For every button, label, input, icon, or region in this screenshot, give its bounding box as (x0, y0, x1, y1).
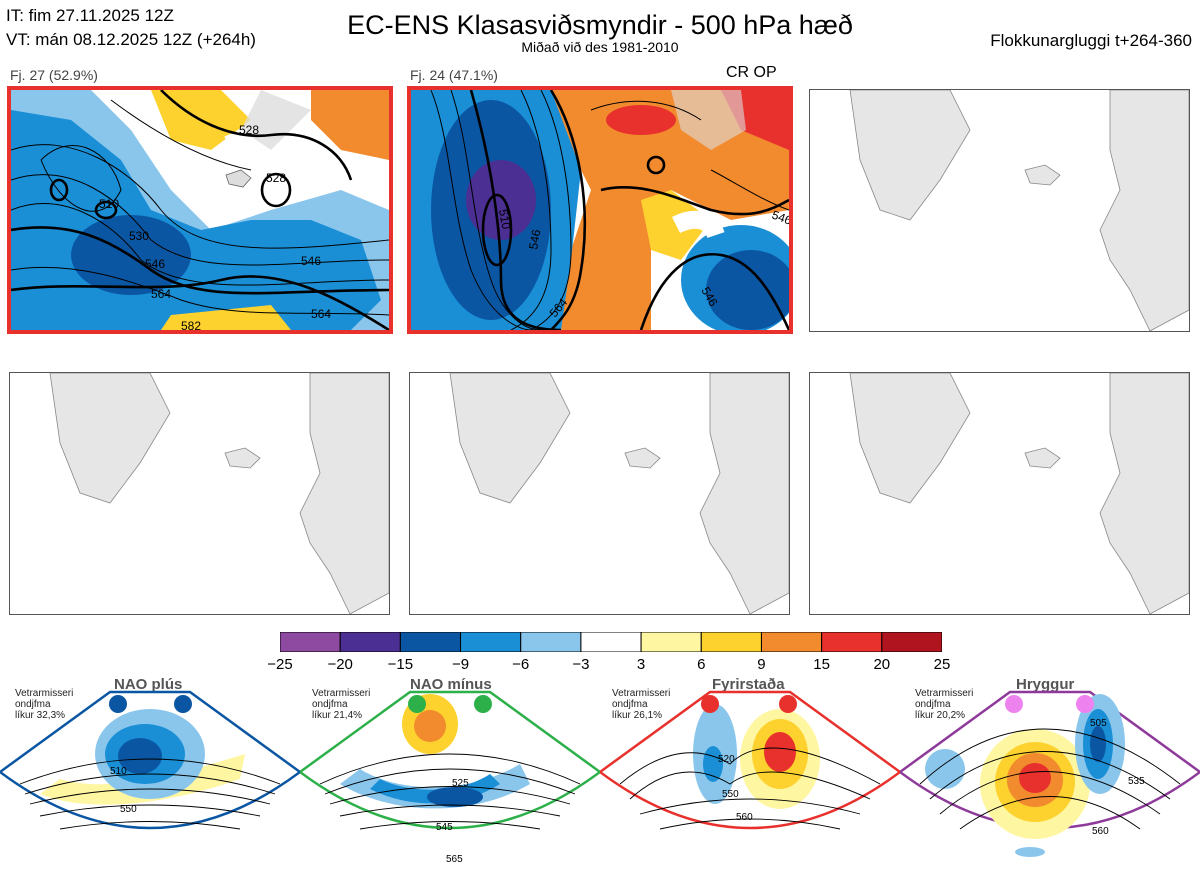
regime-note-line: Vetrarmisseri (312, 688, 371, 699)
regime-sketch-nao-plus: 510 550 (0, 690, 300, 830)
contour-label: 582 (181, 319, 201, 330)
regime-sketch-nao-minus: 525 545 565 (300, 690, 600, 865)
cluster-map-2-field: 510 546 546 564 546 (411, 90, 789, 330)
regime-note-line: Vetrarmisseri (612, 688, 671, 699)
colorbar-swatch (760, 631, 823, 653)
empty-map-3 (849, 90, 1189, 331)
colorbar (279, 631, 943, 653)
regime-note-ridge: Vetrarmisseri ondjfma líkur 20,2% (915, 688, 973, 721)
regime-contour-label: 545 (436, 822, 453, 833)
colorbar-swatch (460, 631, 522, 653)
regime-note-line: ondjfma (915, 699, 951, 710)
regime-note-line: ondjfma (612, 699, 648, 710)
classification-window: Flokkunargluggi t+264-360 (990, 31, 1192, 50)
contour-label: 530 (129, 229, 149, 243)
colorbar-swatch (580, 631, 642, 653)
regime-sketch-ridge: 505 535 560 (900, 690, 1200, 857)
contour-label: 546 (301, 254, 321, 268)
colorbar-swatch (399, 631, 462, 653)
contour-label: 510 (99, 197, 119, 211)
colorbar-tick-label: −20 (327, 656, 353, 673)
regime-note-line: ondjfma (15, 699, 51, 710)
regime-contour-label: 510 (110, 766, 127, 777)
contour-label: 528 (239, 123, 259, 137)
colorbar-tick-label: −15 (387, 656, 414, 673)
panel-2-label: Fj. 24 (47.1%) (410, 67, 498, 83)
colorbar-tick-label: 9 (757, 656, 766, 673)
empty-map-5 (449, 373, 789, 614)
regime-contour-label: 535 (1128, 776, 1145, 787)
colorbar-tick-label: −6 (512, 656, 530, 673)
page-subtitle: Miðað við des 1981-2010 (521, 39, 679, 55)
colorbar-tick-label: −3 (572, 656, 590, 673)
regime-row: Vetrarmisseri ondjfma líkur 32,3% NAO pl… (0, 676, 1200, 871)
regime-contour-label: 560 (1092, 826, 1109, 837)
contour-label: 528 (266, 171, 286, 185)
valid-time: VT: mán 08.12.2025 12Z (+264h) (6, 30, 256, 49)
cluster-map-1-field: 528 528 510 530 546 546 564 564 582 (11, 90, 389, 330)
regime-note-line: líkur 32,3% (15, 710, 66, 721)
regime-note-line: Vetrarmisseri (915, 688, 974, 699)
regime-name-blocking: Fyrirstaða (712, 676, 785, 693)
regime-sketch-blocking: 520 550 560 (600, 690, 900, 830)
cluster-map-6[interactable] (809, 372, 1190, 615)
colorbar-swatches (279, 631, 943, 653)
issue-time: IT: fim 27.11.2025 12Z (6, 6, 174, 25)
colorbar-swatch (279, 631, 341, 653)
regime-note-blocking: Vetrarmisseri ondjfma líkur 26,1% (612, 688, 670, 721)
colorbar-swatch (881, 631, 943, 653)
colorbar-swatch (339, 631, 401, 653)
empty-map-6 (849, 373, 1189, 614)
contour-label: 564 (151, 287, 171, 301)
regime-name-nao-plus: NAO plús (114, 676, 183, 693)
colorbar-tick-label: 15 (813, 656, 830, 673)
cluster-map-5[interactable] (409, 372, 790, 615)
contour-label: 546 (526, 228, 543, 250)
contour-label: 564 (311, 307, 331, 321)
regime-contour-label: 550 (722, 789, 739, 800)
cluster-map-2[interactable]: 510 546 546 564 546 (407, 86, 793, 334)
contour-label: 546 (145, 257, 165, 271)
regime-name-nao-minus: NAO mínus (410, 676, 492, 693)
contour-label: 510 (496, 208, 513, 230)
colorbar-swatch (700, 631, 762, 653)
regime-note-line: líkur 26,1% (612, 710, 663, 721)
colorbar-swatch (520, 631, 582, 653)
empty-map-4 (49, 373, 389, 614)
control-operational-tag: CR OP (726, 64, 777, 81)
regime-contour-label: 525 (452, 778, 469, 789)
regime-contour-label: 550 (120, 804, 137, 815)
colorbar-swatch (640, 631, 702, 653)
page-title: EC-ENS Klasasviðsmyndir - 500 hPa hæð (347, 10, 853, 40)
regime-note-line: ondjfma (312, 699, 348, 710)
regime-note-line: líkur 20,2% (915, 710, 966, 721)
colorbar-tick-label: −9 (451, 656, 470, 673)
panel-1-label: Fj. 27 (52.9%) (10, 67, 98, 83)
colorbar-tick-label: 3 (636, 656, 646, 673)
regime-note-line: Vetrarmisseri (15, 688, 74, 699)
colorbar-swatch (821, 631, 883, 653)
cluster-map-1[interactable]: 528 528 510 530 546 546 564 564 582 (7, 86, 393, 334)
colorbar-tick-label: 25 (933, 656, 951, 673)
regime-note-nao-minus: Vetrarmisseri ondjfma líkur 21,4% (312, 688, 370, 721)
colorbar-tick-label: −25 (267, 656, 293, 673)
regime-note-nao-plus: Vetrarmisseri ondjfma líkur 32,3% (15, 688, 73, 721)
regime-contour-label: 505 (1090, 718, 1107, 729)
regime-contour-label: 520 (718, 754, 735, 765)
colorbar-tick-label: 20 (873, 656, 891, 673)
cluster-map-4[interactable] (9, 372, 390, 615)
regime-contour-label: 560 (736, 812, 753, 823)
regime-note-line: líkur 21,4% (312, 710, 363, 721)
cluster-map-3[interactable] (809, 89, 1190, 332)
colorbar-tick-label: 6 (697, 656, 706, 673)
regime-name-ridge: Hryggur (1016, 676, 1075, 693)
regime-contour-label: 565 (446, 854, 463, 865)
